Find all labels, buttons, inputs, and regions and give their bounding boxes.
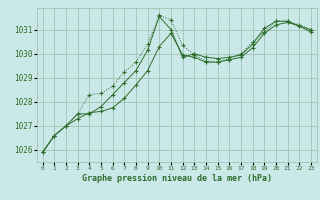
X-axis label: Graphe pression niveau de la mer (hPa): Graphe pression niveau de la mer (hPa) <box>82 174 272 183</box>
